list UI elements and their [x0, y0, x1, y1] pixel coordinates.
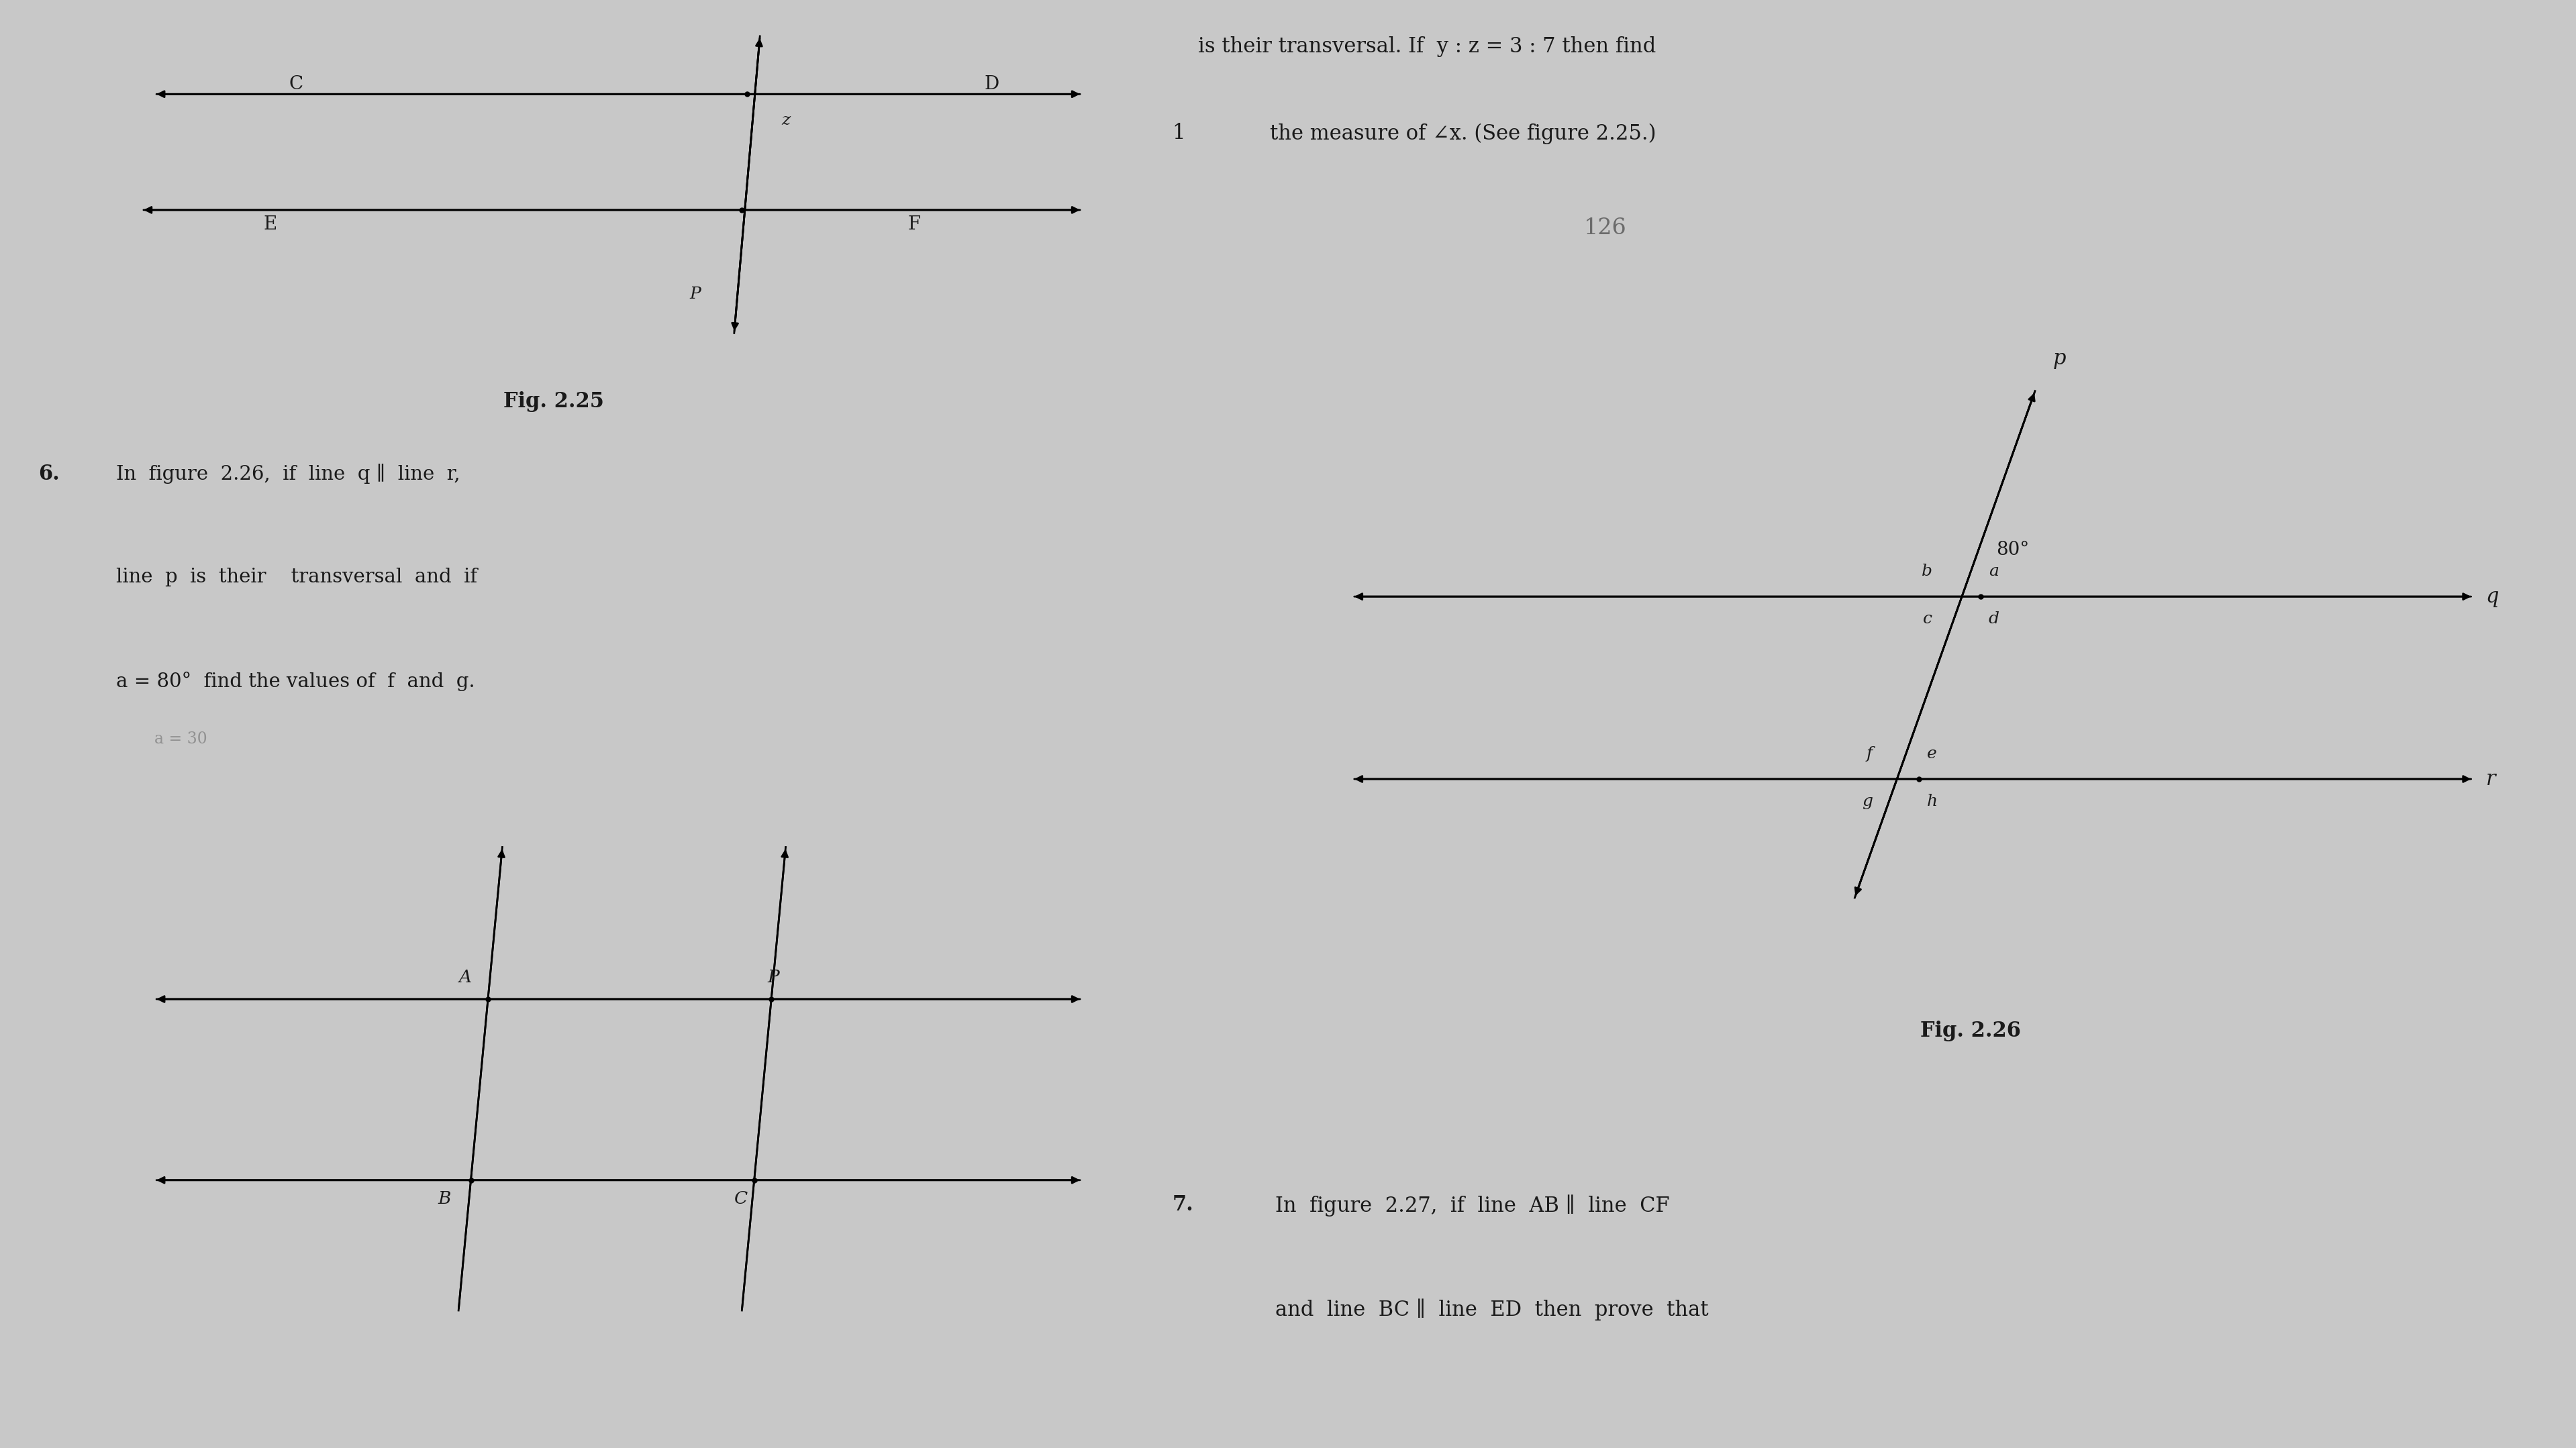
Text: A: A [459, 969, 471, 986]
Text: a = 30: a = 30 [155, 731, 209, 747]
Text: P: P [768, 969, 781, 986]
Text: 1: 1 [1172, 123, 1185, 143]
Text: In  figure  2.27,  if  line  AB ∥  line  CF: In figure 2.27, if line AB ∥ line CF [1275, 1195, 1669, 1216]
Text: c: c [1922, 611, 1932, 627]
Text: z: z [781, 113, 791, 127]
Text: is their transversal. If  y : z = 3 : 7 then find: is their transversal. If y : z = 3 : 7 t… [1198, 36, 1656, 56]
Text: D: D [984, 75, 999, 93]
Text: 6.: 6. [39, 463, 59, 484]
Text: d: d [1989, 611, 1999, 627]
Text: Fig. 2.25: Fig. 2.25 [502, 391, 605, 411]
Text: a = 80°  find the values of  f  and  g.: a = 80° find the values of f and g. [116, 672, 474, 691]
Text: h: h [1927, 794, 1937, 809]
Text: r: r [2486, 769, 2496, 789]
Text: f: f [1868, 746, 1873, 762]
Text: E: E [263, 216, 278, 233]
Text: line  p  is  their    transversal  and  if: line p is their transversal and if [116, 568, 477, 586]
Text: In  figure  2.26,  if  line  q ∥  line  r,: In figure 2.26, if line q ∥ line r, [116, 463, 461, 484]
Text: P: P [690, 287, 701, 301]
Text: a: a [1989, 563, 1999, 579]
Text: Fig. 2.26: Fig. 2.26 [1919, 1021, 2022, 1041]
Text: b: b [1922, 563, 1932, 579]
Text: 80°: 80° [1996, 540, 2030, 559]
Text: e: e [1927, 746, 1937, 762]
Text: and  line  BC ∥  line  ED  then  prove  that: and line BC ∥ line ED then prove that [1275, 1299, 1708, 1321]
Text: g: g [1862, 794, 1873, 809]
Text: F: F [909, 216, 920, 233]
Text: q: q [2486, 586, 2499, 607]
Text: 126: 126 [1584, 217, 1628, 239]
Text: the measure of ∠x. (See figure 2.25.): the measure of ∠x. (See figure 2.25.) [1270, 123, 1656, 143]
Text: B: B [438, 1190, 451, 1208]
Text: C: C [734, 1190, 747, 1208]
Text: C: C [289, 75, 304, 93]
Text: 7.: 7. [1172, 1195, 1193, 1215]
Text: p: p [2053, 349, 2066, 369]
